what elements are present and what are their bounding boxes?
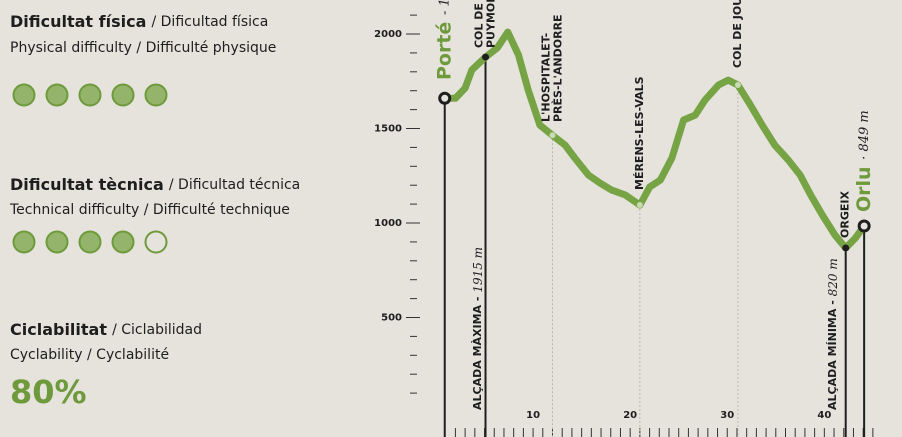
place-label: ORGEIX [839,191,852,238]
rating-dot [12,83,36,107]
place-name: Orlu [853,166,875,212]
place-name: Porté [433,22,455,80]
place-name: COL DE [473,3,486,48]
place-marker [857,219,871,233]
ratings-panel: Dificultat física / Dificultad física Ph… [9,12,300,412]
annotation-value: 820 m [826,258,840,296]
rating-dot [111,230,135,254]
alt-title: / Dificultad técnica [169,177,300,193]
place-marker [438,91,452,105]
title: Dificultat tècnica [10,175,164,194]
place-name: PRÈS-L'ANDORRE [552,14,565,122]
x-tick-label: 20 [623,410,637,421]
subtitle: Physical difficulty / Difficulté physiqu… [10,40,276,56]
place-name: PUYMORENS [485,0,498,48]
place-label: L'HOSPITALET- [540,33,553,122]
annotation-text: ALÇADA MÍNIMA - [826,300,839,410]
place-marker [636,202,643,209]
x-tick-label: 30 [720,410,734,421]
rating-dot [111,83,135,107]
title: Dificultat física [10,12,146,31]
place-marker [549,132,556,139]
annotation-value: 1915 m [471,247,485,293]
subtitle: Technical difficulty / Difficulté techni… [9,202,290,218]
place-marker [734,82,741,89]
place-label: MÉRENS-LES-VALS [633,76,646,190]
rating-title: Dificultat física / Dificultad física [10,12,268,31]
rating-dot [12,230,36,254]
subtitle: Cyclability / Cyclabilité [10,347,169,363]
rating-dot [78,83,102,107]
cyclability-value: 80% [10,373,87,411]
rating-dot [144,230,168,254]
place-label: COL DE [473,3,486,48]
place-elevation: - 1660 m [437,0,452,15]
place-label: COL DE JOUX [731,0,744,68]
y-tick-label: 1500 [374,124,402,135]
place-label: Orlu · 849 m [853,110,875,212]
y-tick-label: 1000 [374,218,402,229]
place-label: PRÈS-L'ANDORRE [552,14,565,122]
place-elevation: · 849 m [857,110,872,160]
x-tick-label: 10 [526,410,540,421]
alt-title: / Dificultad física [151,14,268,30]
annotation-text: ALÇADA MÀXIMA - [471,297,484,410]
title: Ciclabilitat [10,320,107,339]
place-name: ORGEIX [839,191,852,238]
y-tick-label: 500 [381,313,402,324]
rating-dot [78,230,102,254]
place-name: L'HOSPITALET- [540,33,553,122]
annotation: ALÇADA MÀXIMA - 1915 m [471,247,485,410]
place-name: MÉRENS-LES-VALS [633,76,646,190]
y-tick-label: 2000 [374,29,402,40]
rating-title: Ciclabilitat / Ciclabilidad [10,320,202,339]
place-marker [842,244,850,252]
rating-dot [45,230,69,254]
rating-title: Dificultat tècnica / Dificultad técnica [10,175,300,194]
x-tick-label: 40 [817,410,831,421]
place-label: PUYMORENS [485,0,498,48]
rating-dot [45,83,69,107]
rating-dot [144,83,168,107]
alt-title: / Ciclabilidad [112,322,202,338]
place-label: Porté - 1660 m [433,0,455,80]
elevation-profile [441,28,868,252]
place-marker [482,53,490,61]
place-name: COL DE JOUX [731,0,744,68]
annotation: ALÇADA MÍNIMA - 820 m [826,258,840,410]
